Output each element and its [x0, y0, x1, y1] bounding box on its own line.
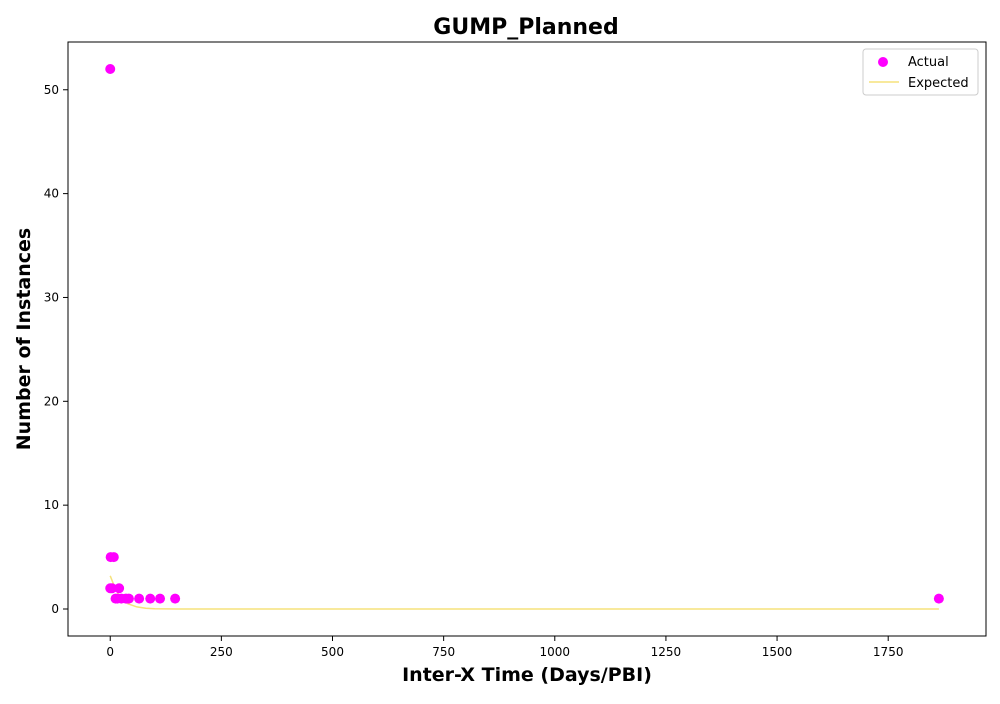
x-tick-label: 250 — [210, 645, 233, 659]
x-tick-label: 500 — [321, 645, 344, 659]
y-tick-label: 10 — [44, 498, 59, 512]
actual-point — [108, 552, 119, 563]
legend-actual-label: Actual — [908, 55, 949, 70]
actual-point — [123, 593, 134, 604]
actual-point — [105, 64, 116, 74]
chart-title: GUMP_Planned — [433, 15, 618, 40]
actual-point — [107, 583, 118, 594]
y-tick-label: 50 — [44, 83, 59, 97]
x-tick-label: 750 — [432, 645, 455, 659]
y-tick-label: 0 — [51, 602, 59, 616]
legend-expected-label: Expected — [908, 76, 969, 91]
y-tick-label: 40 — [44, 187, 59, 201]
actual-point — [170, 593, 181, 604]
actual-point — [114, 583, 125, 594]
actual-point — [134, 593, 145, 604]
y-axis: 0 10 20 30 40 50 — [44, 83, 68, 616]
legend-actual-marker — [878, 57, 888, 67]
actual-point — [145, 593, 156, 604]
y-tick-label: 20 — [44, 394, 59, 408]
series-layer — [105, 64, 944, 610]
x-axis-label: Inter-X Time (Days/PBI) — [402, 664, 652, 686]
y-axis-label: Number of Instances — [13, 228, 35, 450]
x-tick-label: 1750 — [873, 645, 904, 659]
actual-point — [155, 593, 166, 604]
x-tick-label: 1000 — [540, 645, 571, 659]
x-axis: 0 250 500 750 1000 1250 1500 1750 — [106, 636, 903, 659]
legend: Actual Expected — [862, 48, 979, 96]
y-tick-label: 30 — [44, 290, 59, 304]
plot-area — [67, 41, 987, 637]
actual-point — [933, 593, 944, 604]
x-tick-label: 1250 — [651, 645, 682, 659]
x-tick-label: 1500 — [762, 645, 793, 659]
legend-box — [862, 48, 979, 96]
x-tick-label: 0 — [106, 645, 114, 659]
